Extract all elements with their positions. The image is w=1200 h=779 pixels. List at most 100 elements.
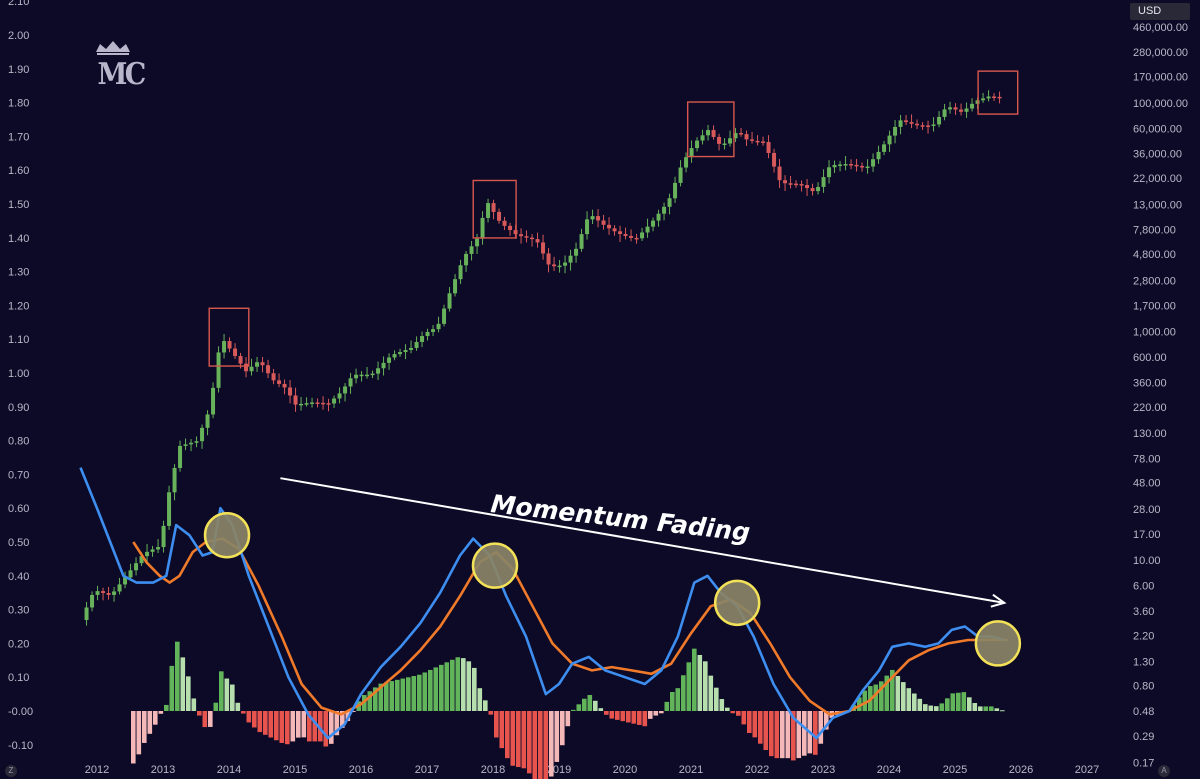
candle-body [524,236,529,238]
right-tick-label: 1.30 [1133,657,1154,669]
histogram-bar [917,698,923,711]
right-tick-label: 170,000.00 [1133,72,1188,84]
candle-body [453,279,458,294]
candle-body [398,352,403,355]
candle-body [777,166,782,181]
histogram-bar [241,711,246,714]
candle-body [420,336,425,342]
histogram-bar [593,700,598,711]
left-tick-label: 0.30 [8,605,29,617]
histogram-bar [472,667,477,711]
candle-body [601,220,606,225]
left-tick-label: 1.00 [8,368,29,380]
histogram-bar [439,664,444,711]
candle-body [101,591,106,593]
candle-body [865,166,870,169]
candle-body [392,354,397,358]
corner-button-left[interactable]: Z [5,765,17,777]
histogram-bar [681,675,686,711]
histogram-bar [208,711,213,727]
candle-body [348,378,353,387]
histogram-bar [758,711,763,744]
right-tick-label: 60,000.00 [1133,123,1182,135]
histogram-bar [582,698,587,711]
candle-body [574,248,579,256]
histogram-bar [978,706,983,711]
candle-body [915,123,920,126]
right-tick-label: 0.29 [1133,731,1154,743]
histogram-bar [637,711,642,725]
candle-body [942,109,947,117]
histogram-bar [477,688,483,711]
candle-body [970,103,975,109]
histogram-bar [455,657,461,711]
candle-body [277,380,282,384]
candle-body [106,592,111,595]
candle-body [156,547,161,550]
right-tick-label: 2,800.00 [1133,276,1176,288]
candle-body [706,130,711,136]
histogram-bar [648,711,653,719]
candle-body [304,403,309,405]
histogram-bar [571,709,576,711]
candle-body [332,398,337,404]
candle-body [436,323,441,330]
histogram-bar [202,711,208,728]
histogram-bar [307,711,312,742]
histogram-bar [340,711,345,728]
candle-body [442,308,447,324]
left-tick-label: 0.20 [8,638,29,650]
histogram-bar [587,694,593,711]
left-tick-label: 2.00 [8,30,29,42]
candle-body [783,180,788,184]
histogram-bar [516,711,521,768]
histogram-bar [950,693,956,711]
right-tick-label: 22,000.00 [1133,173,1182,185]
momentum-peak-circle [203,511,251,559]
histogram-bar [252,711,257,728]
candle-body [552,264,557,267]
left-tick-label: -0.10 [8,740,33,752]
histogram-bar [521,711,527,769]
candle-body [684,157,689,168]
left-tick-label: 1.60 [8,165,29,177]
arrowhead-icon [990,593,1007,608]
candle-body [282,383,287,388]
histogram-bar [813,711,818,755]
histogram-bar [697,654,703,711]
candle-body [937,116,942,125]
currency-selector[interactable]: USD [1130,3,1190,20]
x-tick-label: 2013 [151,764,175,776]
histogram-bar [675,688,681,711]
right-tick-label: 0.48 [1133,706,1154,718]
candle-body [711,130,716,137]
candle-body [128,570,133,578]
peak-highlight-box [977,70,1019,115]
corner-button-right[interactable]: A [1158,765,1170,777]
histogram-bar [483,700,488,711]
histogram-bar [538,711,543,779]
histogram-bar [780,711,785,759]
x-tick-label: 2016 [349,764,373,776]
candle-body [189,442,194,445]
left-tick-label: -0.00 [8,706,33,718]
candle-body [502,220,507,226]
candle-body [673,182,678,199]
histogram-bar [620,711,626,722]
candle-body [607,224,612,229]
left-tick-label: 0.60 [8,503,29,515]
candle-body [810,188,815,192]
right-tick-label: 6.00 [1133,581,1154,593]
right-tick-label: 2.20 [1133,630,1154,642]
histogram-bar [626,711,631,723]
histogram-bar [499,711,505,749]
histogram-bar [274,711,279,741]
candle-body [508,225,513,231]
logo-lettering: MC [97,57,147,92]
x-tick-label: 2014 [217,764,241,776]
candle-body [964,108,969,112]
candle-body [315,402,320,404]
histogram-bar [153,711,158,725]
histogram-bar [230,684,235,711]
histogram-bar [549,711,554,777]
